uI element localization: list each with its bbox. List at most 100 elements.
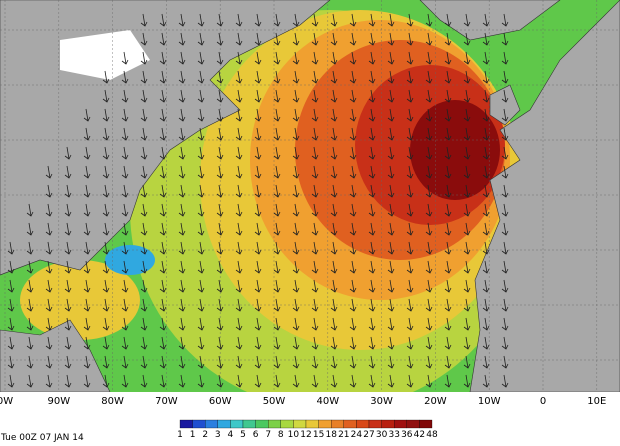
arrow — [292, 184, 300, 198]
arrow — [311, 184, 319, 198]
arrow — [387, 279, 395, 293]
arrow — [216, 70, 224, 84]
arrow — [463, 260, 471, 274]
arrow — [368, 70, 376, 84]
arrow — [501, 89, 509, 103]
arrow — [292, 222, 300, 236]
arrow — [501, 317, 509, 331]
arrow — [292, 203, 300, 217]
legend-label: 27 — [363, 430, 374, 440]
arrow — [463, 298, 471, 312]
lon-label: 20W — [424, 396, 447, 407]
arrow — [197, 241, 205, 255]
lon-label: 0 — [540, 396, 546, 407]
arrow — [406, 89, 414, 103]
arrow — [197, 184, 205, 198]
greenland — [419, 0, 561, 41]
arrow — [349, 13, 357, 27]
arrow — [406, 374, 414, 388]
arrow — [463, 51, 471, 65]
arrow — [501, 355, 509, 369]
arrow — [64, 374, 72, 388]
arrow — [159, 89, 167, 103]
arrow — [482, 241, 490, 255]
arrow — [197, 146, 205, 160]
arrow — [368, 374, 376, 388]
arrow — [254, 165, 262, 179]
arrow — [178, 70, 186, 84]
arrow — [387, 13, 395, 27]
arrow — [387, 260, 395, 274]
arrow — [387, 222, 395, 236]
arrow — [482, 89, 490, 103]
arrow — [26, 298, 34, 312]
arrow — [387, 374, 395, 388]
arrow — [311, 203, 319, 217]
arrow — [330, 70, 338, 84]
arrow — [102, 184, 110, 198]
arrow — [102, 355, 110, 369]
arrow — [463, 108, 471, 122]
arrow — [140, 298, 148, 312]
arrow — [83, 317, 91, 331]
arrow — [178, 146, 186, 160]
legend-label: 42 — [414, 430, 425, 440]
arrow — [368, 165, 376, 179]
arrow — [45, 222, 53, 236]
arrow — [216, 298, 224, 312]
arrow — [387, 32, 395, 46]
arrow — [330, 146, 338, 160]
arrow — [501, 70, 509, 84]
arrow — [425, 51, 433, 65]
lon-label: 40W — [316, 396, 339, 407]
arrow — [501, 51, 509, 65]
arrow — [178, 108, 186, 122]
arrow — [235, 241, 243, 255]
arrow — [501, 203, 509, 217]
arrow — [102, 89, 110, 103]
legend-swatch — [268, 419, 281, 429]
arrow — [482, 165, 490, 179]
lon-label: 60W — [209, 396, 232, 407]
arrow — [463, 241, 471, 255]
arrow — [102, 165, 110, 179]
arrow — [140, 203, 148, 217]
arrow — [349, 374, 357, 388]
arrow — [482, 32, 490, 46]
arrow — [273, 336, 281, 350]
arrow — [197, 70, 205, 84]
arrow — [197, 13, 205, 27]
arrow — [311, 241, 319, 255]
arrow — [64, 222, 72, 236]
arrow — [444, 127, 452, 141]
arrow — [463, 203, 471, 217]
arrow — [197, 108, 205, 122]
arrow — [330, 355, 338, 369]
arrow — [349, 70, 357, 84]
arrow — [311, 70, 319, 84]
arrow — [349, 127, 357, 141]
arrow — [330, 336, 338, 350]
arrow — [406, 317, 414, 331]
arrow — [216, 184, 224, 198]
arrow — [26, 374, 34, 388]
arrow — [254, 241, 262, 255]
arrow — [425, 260, 433, 274]
arrow — [482, 298, 490, 312]
legend-swatch — [305, 419, 319, 429]
arrow — [216, 374, 224, 388]
lon-label: 50W — [263, 396, 286, 407]
arrow — [121, 374, 129, 388]
arrow — [463, 222, 471, 236]
arrow — [26, 317, 34, 331]
arrow — [349, 298, 357, 312]
arrow — [178, 355, 186, 369]
color-legend: 1 1 2 3 4 5 6 7 8 10 12 15 18 21 24 27 30 33 36 42 48 — [177, 419, 438, 440]
arrow — [83, 298, 91, 312]
arrow — [121, 279, 129, 293]
arrow — [292, 355, 300, 369]
legend-label: 5 — [240, 430, 246, 440]
arrow — [501, 374, 509, 388]
arrow — [406, 222, 414, 236]
arrow — [482, 203, 490, 217]
